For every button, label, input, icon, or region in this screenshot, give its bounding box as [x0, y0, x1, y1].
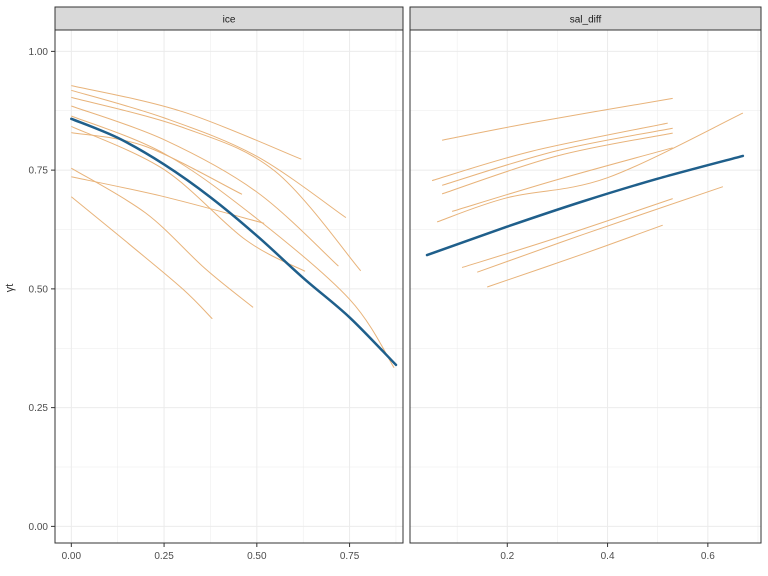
panel-border — [409, 29, 762, 544]
panel-background — [55, 30, 403, 543]
y-tick-label: 0.25 — [29, 403, 49, 414]
x-tick-label: 0.75 — [340, 551, 360, 562]
y-tick-label: 0.50 — [29, 284, 49, 295]
individual-line — [461, 198, 673, 268]
individual-line — [442, 97, 673, 141]
x-tick-label: 0.25 — [154, 551, 174, 562]
individual-line — [441, 127, 673, 186]
strip-label: sal_diff — [570, 15, 602, 26]
x-tick-label: 0.50 — [247, 551, 267, 562]
x-tick-label: 0.2 — [500, 551, 514, 562]
individual-line — [71, 96, 362, 272]
y-tick-label: 0.75 — [29, 166, 49, 177]
individual-line — [436, 112, 744, 223]
individual-line — [477, 186, 724, 273]
y-tick-label: 1.00 — [29, 47, 49, 58]
x-tick-label: 0.4 — [601, 551, 615, 562]
individual-line — [71, 85, 302, 160]
individual-line — [71, 132, 243, 195]
individual-line — [431, 122, 668, 182]
y-axis-label: γt — [4, 284, 16, 293]
panel-sal-diff: sal_diff 0.2 0.4 0.6 — [409, 6, 762, 562]
mean-line — [425, 154, 745, 257]
individual-line — [451, 147, 673, 212]
mean-line — [70, 117, 398, 367]
panel-background — [410, 30, 761, 543]
individual-line — [71, 167, 254, 308]
panel-border — [54, 29, 404, 544]
individual-line — [71, 115, 395, 368]
panel-ice: ice 0.00 0.25 0.50 0.75 — [54, 6, 404, 562]
individual-line — [487, 224, 663, 288]
individual-line — [71, 105, 339, 267]
individual-line — [71, 125, 306, 272]
x-tick-label: 0.6 — [701, 551, 715, 562]
x-tick-label: 0.00 — [62, 551, 82, 562]
y-axis-ticks: 0.00 0.25 0.50 0.75 1.00 — [29, 47, 55, 533]
individual-line — [441, 132, 673, 195]
y-tick-label: 0.00 — [29, 522, 49, 533]
strip-label: ice — [223, 15, 236, 26]
individual-line — [70, 196, 213, 320]
individual-line — [71, 89, 347, 219]
